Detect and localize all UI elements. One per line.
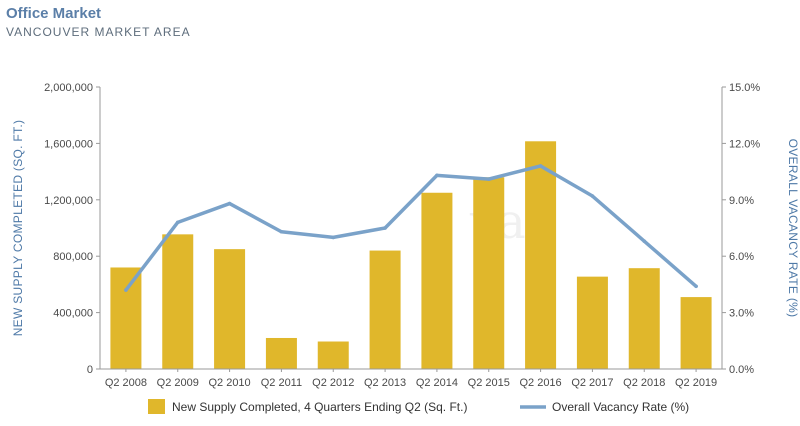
left-tick-label: 1,200,000 (44, 195, 93, 207)
x-tick-label: Q2 2018 (623, 377, 665, 389)
vacancy-point (383, 226, 387, 230)
bar-q2-2010 (214, 249, 246, 369)
left-tick-label: 800,000 (53, 251, 93, 263)
bar-q2-2015 (473, 177, 505, 369)
bar-q2-2009 (162, 234, 194, 369)
legend-line-label: Overall Vacancy Rate (%) (552, 400, 689, 414)
x-tick-label: Q2 2016 (519, 377, 561, 389)
left-tick-label: 2,000,000 (44, 82, 93, 94)
chart-subtitle: VANCOUVER MARKET AREA (6, 25, 191, 39)
vacancy-point (124, 288, 128, 292)
vacancy-point (227, 201, 232, 206)
x-tick-label: Q2 2011 (261, 377, 302, 389)
bar-q2-2017 (576, 276, 608, 369)
x-tick-label: Q2 2013 (364, 377, 406, 389)
x-tick-label: Q2 2009 (157, 377, 199, 389)
right-tick-label: 9.0% (729, 195, 754, 207)
chart-title: Office Market (6, 5, 102, 22)
right-tick-label: 3.0% (729, 308, 754, 320)
legend-bar-swatch (148, 399, 165, 414)
bar-q2-2011 (265, 337, 297, 369)
y-axis-left-title: NEW SUPPLY COMPLETED (SQ. FT.) (11, 120, 25, 337)
bar-q2-2018 (628, 268, 660, 369)
bar-q2-2013 (369, 250, 401, 369)
bar-q2-2012 (317, 341, 349, 369)
right-tick-label: 6.0% (729, 251, 754, 263)
vacancy-point (642, 239, 647, 243)
bar-q2-2014 (421, 192, 453, 369)
right-tick-label: 12.0% (729, 138, 760, 150)
bars-group (110, 141, 712, 369)
axes-group: 0 400,000 800,000 1,200,000 1,600,000 2,000,0… (11, 82, 800, 389)
vacancy-point (694, 284, 698, 289)
x-tick-label: Q2 2015 (468, 377, 510, 389)
vacancy-point (486, 177, 491, 181)
vacancy-point (538, 164, 543, 168)
vacancy-point (331, 235, 336, 240)
bar-q2-2019 (680, 297, 712, 369)
vacancy-line-group (124, 164, 698, 292)
vacancy-point (590, 194, 595, 198)
left-tick-label: 1,600,000 (44, 138, 93, 150)
x-tick-label: Q2 2012 (312, 377, 354, 389)
x-tick-label: Q2 2017 (571, 377, 613, 389)
x-tick-label: Q2 2014 (416, 377, 458, 389)
x-tick-label: Q2 2008 (105, 377, 147, 389)
left-tick-label: 0 (87, 364, 93, 376)
legend-bar-label: New Supply Completed, 4 Quarters Ending … (172, 400, 467, 414)
bar-q2-2008 (110, 267, 142, 369)
left-tick-label: 400,000 (53, 308, 93, 320)
bar-q2-2016 (525, 141, 557, 369)
vacancy-point (175, 220, 180, 225)
vacancy-point (279, 229, 284, 234)
y-axis-right-title: OVERALL VACANCY RATE (%) (786, 139, 800, 318)
vacancy-point (435, 173, 439, 178)
x-tick-label: Q2 2019 (675, 377, 717, 389)
vacancy-rate-line (124, 164, 698, 292)
legend: New Supply Completed, 4 Quarters Ending … (148, 399, 689, 414)
x-tick-label: Q2 2010 (208, 377, 250, 389)
right-tick-label: 0.0% (729, 364, 754, 376)
right-tick-label: 15.0% (729, 82, 760, 94)
